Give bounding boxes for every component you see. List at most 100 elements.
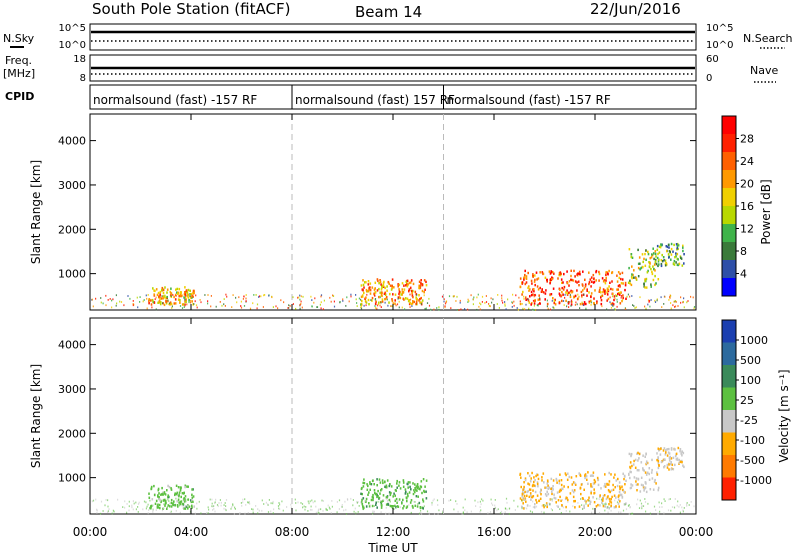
ground-scatter-cell bbox=[485, 295, 487, 297]
echo-cell bbox=[192, 289, 195, 293]
echo-cell bbox=[588, 271, 590, 274]
ground-scatter-cell bbox=[211, 505, 213, 508]
echo-cell bbox=[589, 278, 592, 281]
echo-cell bbox=[616, 288, 618, 291]
ground-scatter-cell bbox=[570, 304, 572, 307]
ground-scatter-cell bbox=[574, 304, 576, 306]
ground-scatter-cell bbox=[504, 304, 506, 307]
echo-cell bbox=[569, 492, 572, 495]
echo-cell bbox=[170, 501, 173, 505]
echo-cell bbox=[682, 244, 684, 247]
ground-scatter-cell bbox=[663, 498, 665, 501]
ground-scatter-cell bbox=[624, 503, 626, 506]
echo-cell bbox=[638, 457, 640, 460]
echo-cell bbox=[401, 293, 403, 296]
echo-cell bbox=[599, 495, 601, 498]
echo-cell bbox=[381, 504, 383, 507]
echo-cell bbox=[616, 280, 619, 283]
ground-scatter-cell bbox=[505, 308, 507, 311]
echo-cell bbox=[635, 477, 638, 480]
ground-scatter-cell bbox=[281, 500, 283, 503]
echo-cell bbox=[546, 479, 549, 482]
ground-scatter-cell bbox=[360, 304, 362, 306]
ground-scatter-cell bbox=[311, 299, 313, 301]
ground-scatter-cell bbox=[411, 305, 413, 307]
echo-cell bbox=[619, 500, 621, 503]
ground-scatter-cell bbox=[687, 300, 689, 302]
ground-scatter-cell bbox=[467, 301, 469, 303]
ground-scatter-cell bbox=[170, 295, 172, 297]
ground-scatter-cell bbox=[373, 505, 375, 507]
echo-cell bbox=[545, 486, 548, 489]
echo-cell bbox=[570, 476, 573, 479]
echo-cell bbox=[656, 452, 658, 455]
echo-cell bbox=[159, 302, 162, 306]
echo-cell bbox=[576, 281, 578, 284]
echo-cell bbox=[533, 299, 536, 303]
echo-cell bbox=[397, 285, 399, 288]
ground-scatter-cell bbox=[354, 507, 356, 510]
ground-scatter-cell bbox=[180, 295, 182, 298]
ground-scatter-cell bbox=[602, 503, 604, 506]
echo-cell bbox=[678, 458, 681, 462]
ground-scatter-cell bbox=[559, 508, 561, 510]
echo-cell bbox=[628, 266, 630, 270]
echo-cell bbox=[680, 257, 683, 260]
echo-cell bbox=[150, 504, 153, 508]
ground-scatter-cell bbox=[159, 498, 161, 501]
echo-cell bbox=[530, 494, 532, 497]
echo-cell bbox=[665, 262, 668, 265]
ground-scatter-cell bbox=[497, 508, 499, 511]
ground-scatter-cell bbox=[513, 499, 515, 502]
echo-cell bbox=[625, 502, 627, 505]
echo-cell bbox=[410, 499, 413, 502]
echo-cell bbox=[531, 282, 533, 285]
echo-cell bbox=[601, 277, 604, 280]
echo-cell bbox=[414, 490, 416, 494]
echo-cell bbox=[157, 487, 160, 491]
echo-cell bbox=[544, 493, 547, 496]
echo-cell bbox=[153, 493, 156, 497]
echo-cell bbox=[664, 453, 667, 456]
echo-cell bbox=[612, 303, 615, 306]
ground-scatter-cell bbox=[211, 498, 213, 501]
y-tick-label: 4000 bbox=[58, 339, 86, 352]
ground-scatter-cell bbox=[311, 509, 313, 511]
echo-cell bbox=[551, 277, 553, 281]
ground-scatter-cell bbox=[641, 507, 643, 510]
echo-cell bbox=[369, 282, 372, 285]
ground-scatter-cell bbox=[255, 505, 257, 507]
ground-scatter-cell bbox=[137, 506, 139, 508]
echo-cell bbox=[676, 242, 679, 246]
echo-cell bbox=[663, 458, 666, 461]
ground-scatter-cell bbox=[491, 502, 493, 505]
echo-cell bbox=[374, 302, 377, 306]
echo-cell bbox=[538, 499, 540, 503]
echo-cell bbox=[184, 484, 187, 487]
colorbar-swatch bbox=[722, 320, 736, 343]
cpid-segments: normalsound (fast) -157 RF normalsound (f… bbox=[93, 85, 611, 109]
ground-scatter-cell bbox=[380, 306, 382, 308]
echo-cell bbox=[166, 489, 168, 492]
echo-cell bbox=[539, 286, 541, 290]
ground-scatter-cell bbox=[147, 503, 149, 506]
ground-scatter-cell bbox=[155, 509, 157, 511]
echo-cell bbox=[394, 299, 396, 302]
ground-scatter-cell bbox=[444, 305, 446, 308]
echo-cell bbox=[621, 496, 624, 499]
ground-scatter-cell bbox=[511, 301, 513, 304]
ground-scatter-cell bbox=[91, 298, 93, 301]
echo-cell bbox=[191, 294, 193, 297]
echo-cell bbox=[592, 474, 594, 477]
echo-cell bbox=[167, 504, 170, 507]
echo-cell bbox=[365, 505, 368, 508]
echo-cell bbox=[523, 485, 525, 489]
echo-cell bbox=[389, 292, 391, 296]
ground-scatter-cell bbox=[336, 511, 338, 514]
echo-cell bbox=[607, 272, 609, 275]
echo-cell bbox=[552, 485, 554, 488]
ground-scatter-cell bbox=[656, 298, 658, 301]
echo-cell bbox=[617, 495, 620, 498]
echo-cell bbox=[586, 288, 588, 291]
